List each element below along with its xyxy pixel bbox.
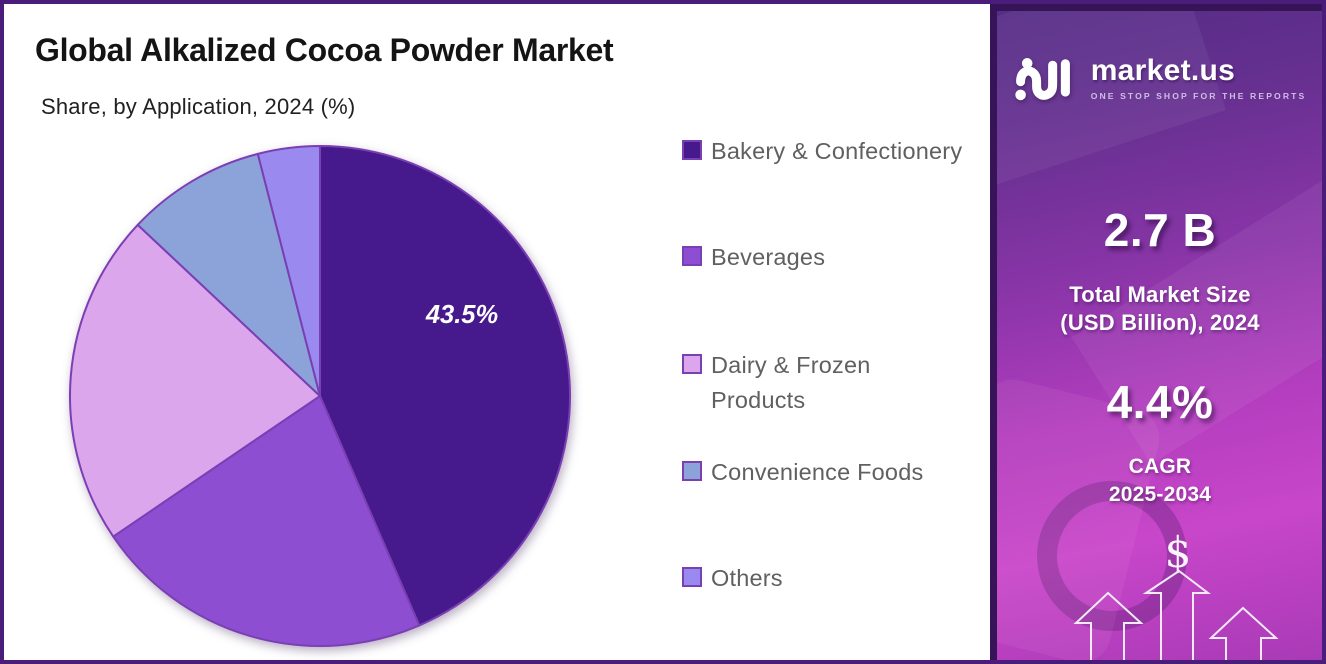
- legend-label: Beverages: [711, 244, 826, 270]
- sidebar: market.us ONE STOP SHOP FOR THE REPORTS …: [990, 4, 1322, 660]
- marketus-logo-icon: [1015, 58, 1070, 101]
- legend-swatch-icon: [682, 567, 702, 587]
- brand-tagline: ONE STOP SHOP FOR THE REPORTS: [1090, 90, 1307, 101]
- legend: Bakery & Confectionery Beverages Dairy & F…: [682, 4, 972, 660]
- market-size-label: Total Market Size (USD Billion), 2024: [997, 281, 1322, 337]
- page-subtitle: Share, by Application, 2024 (%): [41, 94, 356, 119]
- pie-chart: 43.5%: [60, 136, 590, 660]
- pie-slice-convenience-foods: [136, 152, 321, 397]
- legend-label: Convenience Foods: [711, 459, 924, 485]
- cagr-label-line2: 2025-2034: [1108, 483, 1212, 506]
- growth-arrows-icon: $: [1073, 528, 1279, 660]
- cagr-value: 4.4%: [1106, 376, 1214, 428]
- market-size-label-line2: (USD Billion), 2024: [1060, 310, 1260, 335]
- legend-item-convenience-foods: Convenience Foods: [682, 455, 923, 490]
- legend-item-beverages: Beverages: [682, 240, 825, 275]
- legend-swatch-icon: [682, 354, 702, 374]
- legend-label: Dairy & Frozen Products: [711, 352, 871, 413]
- legend-item-others: Others: [682, 561, 783, 596]
- brand-logo: market.us ONE STOP SHOP FOR THE REPORTS: [997, 51, 1322, 103]
- cagr-label: CAGR 2025-2034: [997, 453, 1322, 509]
- legend-swatch-icon: [682, 461, 702, 481]
- market-size-label-line1: Total Market Size: [1069, 282, 1251, 307]
- brand-text: market.us ONE STOP SHOP FOR THE REPORTS: [1091, 54, 1307, 101]
- cagr-label-line1: CAGR: [1128, 455, 1192, 478]
- legend-label: Others: [711, 565, 783, 591]
- legend-item-dairy-frozen-products: Dairy & Frozen Products: [682, 348, 963, 418]
- dollar-icon: $: [1165, 528, 1192, 577]
- pie-slice-beverages: [112, 395, 421, 648]
- pie-slice-bakery-confectionery: [319, 145, 572, 627]
- legend-swatch-icon: [682, 140, 702, 160]
- pie-slice-dairy-frozen-products: [69, 223, 321, 538]
- legend-swatch-icon: [682, 246, 702, 266]
- pie-slice-others: [256, 145, 321, 397]
- brand-name: market.us: [1090, 53, 1236, 87]
- page-title: Global Alkalized Cocoa Powder Market: [35, 32, 614, 68]
- market-size-value: 2.7 B: [1103, 204, 1217, 256]
- legend-item-bakery-confectionery: Bakery & Confectionery: [682, 134, 962, 169]
- chart-area: Global Alkalized Cocoa Powder Market Sha…: [4, 4, 990, 660]
- pie-data-label: 43.5%: [425, 301, 498, 329]
- pie-chart-svg: 43.5%: [69, 145, 572, 648]
- legend-label: Bakery & Confectionery: [711, 138, 963, 164]
